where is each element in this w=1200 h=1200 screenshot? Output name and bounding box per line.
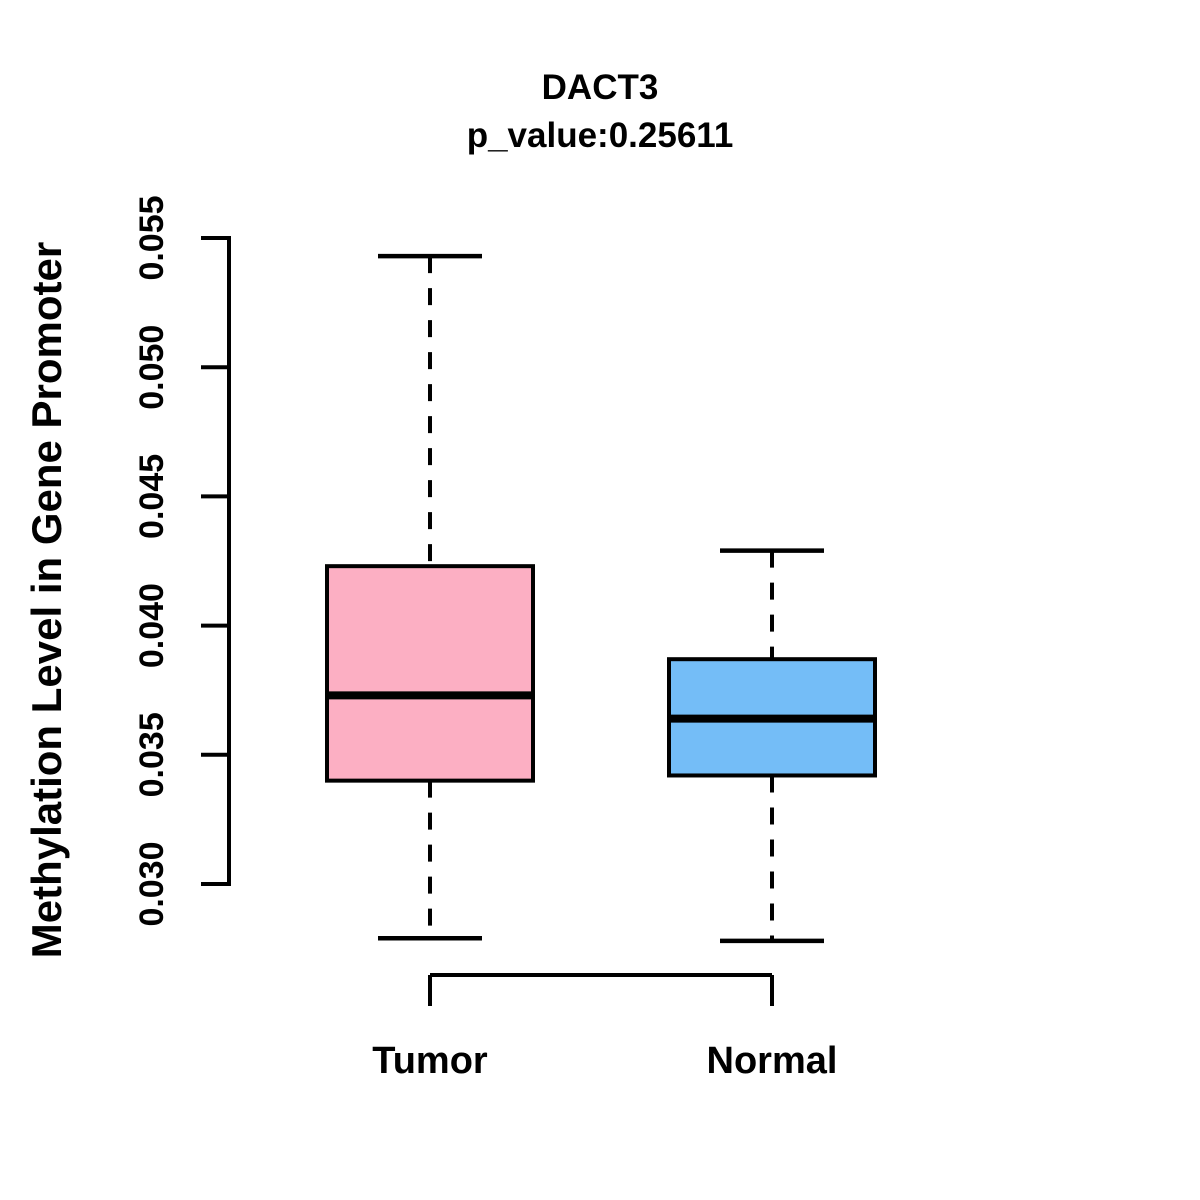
- chart-subtitle-pvalue: p_value:0.25611: [466, 116, 734, 155]
- y-tick-label: 0.050: [133, 325, 171, 410]
- iqr-box-tumor: [325, 564, 535, 783]
- y-tick-label: 0.040: [133, 583, 171, 668]
- y-tick-label: 0.030: [133, 841, 171, 926]
- y-tick-label: 0.045: [133, 454, 171, 539]
- x-axis-label-normal: Normal: [706, 1040, 838, 1082]
- chart-title: DACT3: [541, 68, 659, 107]
- y-tick-label: 0.035: [133, 712, 171, 797]
- x-axis-label-tumor: Tumor: [372, 1040, 488, 1082]
- y-tick-label: 0.055: [133, 195, 171, 280]
